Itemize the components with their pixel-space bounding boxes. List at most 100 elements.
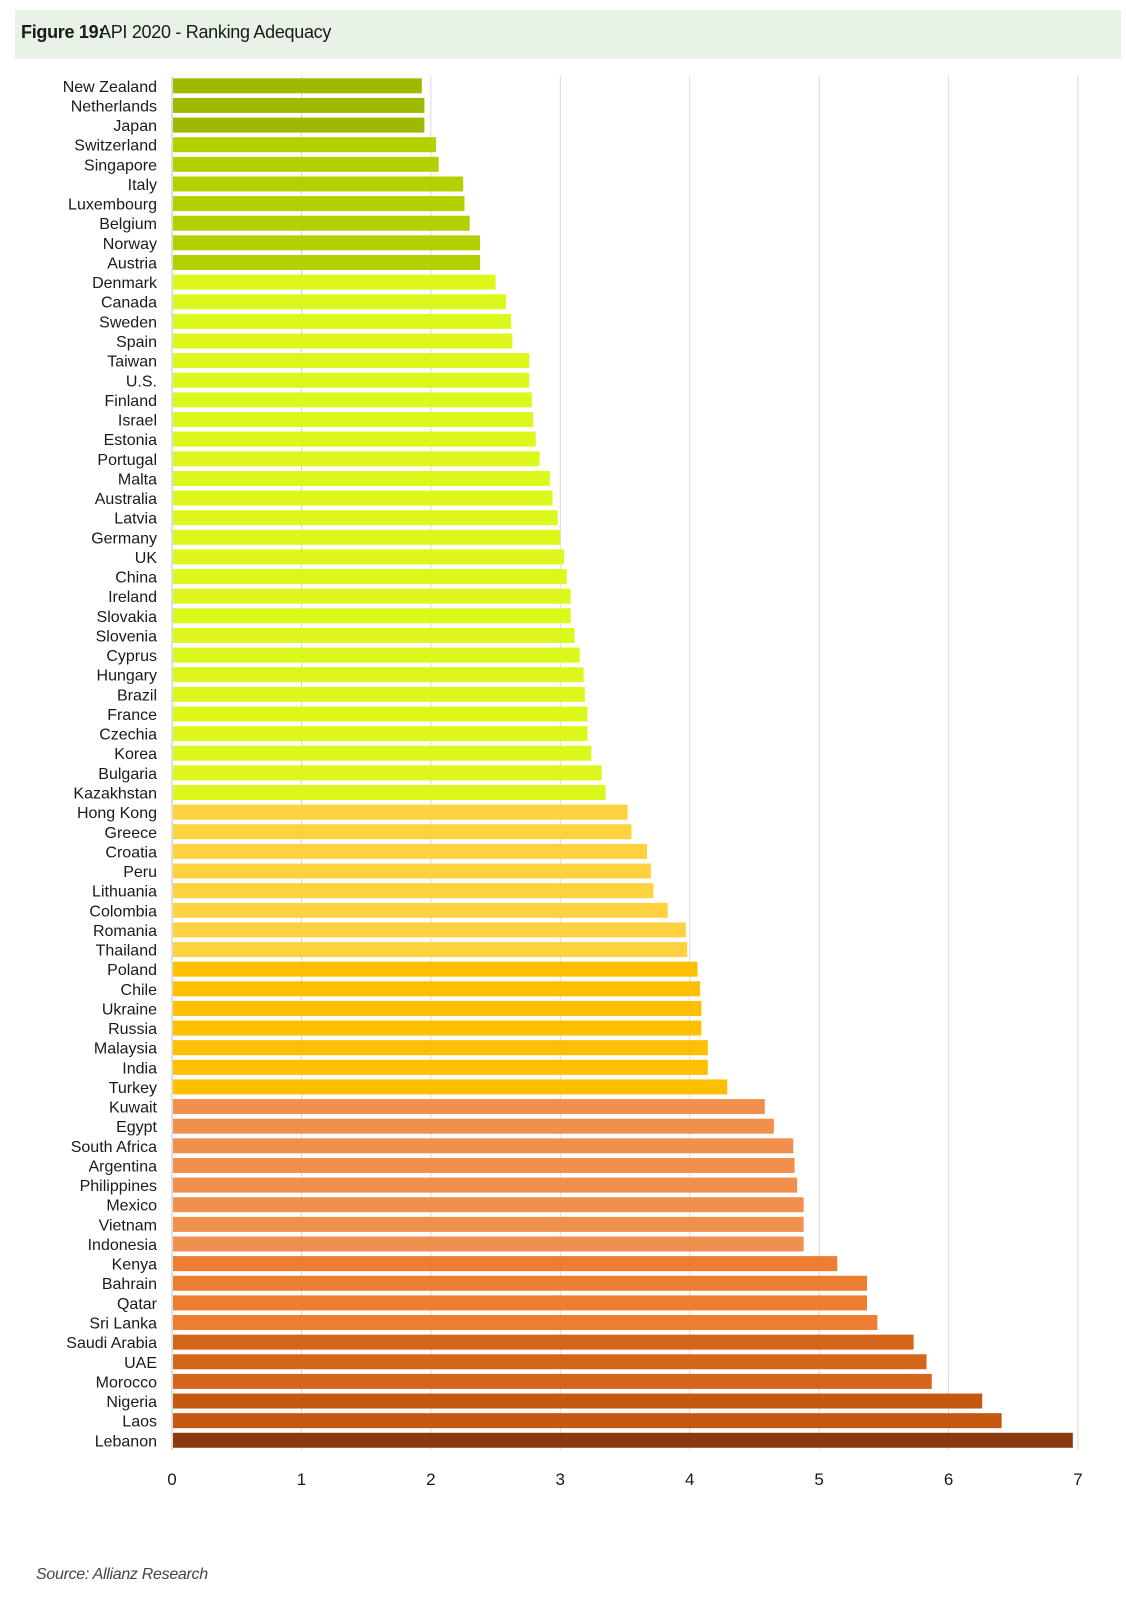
category-label: Poland <box>107 962 157 979</box>
category-label: Japan <box>113 118 157 135</box>
source-note: Source: Allianz Research <box>36 1566 208 1583</box>
category-label: Russia <box>108 1021 157 1038</box>
category-label: Bulgaria <box>98 766 157 783</box>
x-tick-label: 3 <box>556 1470 565 1489</box>
category-label: Croatia <box>105 844 157 861</box>
bar-chart: New Zealand Netherlands Japan Switzerland Si… <box>63 76 1083 1489</box>
bar-belgium <box>173 215 470 231</box>
bar-israel <box>173 412 534 428</box>
figure-label: Figure 19: <box>21 22 105 42</box>
bar-finland <box>173 392 532 408</box>
category-label: Kazakhstan <box>73 785 157 802</box>
category-label: UAE <box>124 1355 157 1372</box>
category-label: Indonesia <box>88 1237 157 1254</box>
bar-philippines <box>173 1177 798 1193</box>
bar-sweden <box>173 313 512 329</box>
bar-slovakia <box>173 608 571 624</box>
category-label: Bahrain <box>102 1276 157 1293</box>
bar-romania <box>173 922 686 938</box>
category-label: Greece <box>105 825 158 842</box>
bar-china <box>173 569 567 585</box>
bar-kazakhstan <box>173 784 606 800</box>
category-label: South Africa <box>71 1139 157 1156</box>
category-label: Slovenia <box>96 628 157 645</box>
category-label: Australia <box>95 491 157 508</box>
bar-russia <box>173 1020 702 1036</box>
x-tick-label: 0 <box>167 1470 176 1489</box>
category-label: Ireland <box>108 589 157 606</box>
category-label: Kuwait <box>109 1100 158 1117</box>
bar-bulgaria <box>173 765 602 781</box>
category-label: Hungary <box>97 668 157 685</box>
bar-austria <box>173 254 481 270</box>
category-label: Argentina <box>89 1158 158 1175</box>
bar-brazil <box>173 686 585 702</box>
bar-canada <box>173 294 506 310</box>
bar-australia <box>173 490 553 506</box>
category-label: Korea <box>114 746 157 763</box>
category-label: U.S. <box>126 373 157 390</box>
bar-egypt <box>173 1118 774 1134</box>
category-label: Israel <box>118 413 157 430</box>
bar-mexico <box>173 1197 804 1213</box>
bar-japan <box>173 117 425 133</box>
bar-nigeria <box>173 1393 983 1409</box>
figure-header: Figure 19: API 2020 - Ranking Adequacy <box>15 10 1121 59</box>
bar-poland <box>173 961 698 977</box>
category-label: Mexico <box>106 1198 157 1215</box>
bar-germany <box>173 529 561 545</box>
x-tick-label: 7 <box>1073 1470 1082 1489</box>
category-label: Singapore <box>84 157 157 174</box>
bar-bahrain <box>173 1275 868 1291</box>
category-label: Taiwan <box>107 354 157 371</box>
bar-indonesia <box>173 1236 804 1252</box>
bar-india <box>173 1059 708 1075</box>
category-label: India <box>122 1060 157 1077</box>
bar-morocco <box>173 1373 932 1389</box>
bar-denmark <box>173 274 496 290</box>
category-label: China <box>115 570 157 587</box>
bar-norway <box>173 235 481 251</box>
category-label: Nigeria <box>106 1394 157 1411</box>
category-label: Czechia <box>99 727 157 744</box>
category-label: Slovakia <box>97 609 158 626</box>
category-label: Kenya <box>112 1257 157 1274</box>
category-label: Sweden <box>99 314 157 331</box>
category-label: Denmark <box>92 275 158 292</box>
bar-czechia <box>173 726 588 742</box>
category-label: France <box>107 707 157 724</box>
bar-saudi-arabia <box>173 1334 914 1350</box>
category-label: Lithuania <box>92 884 157 901</box>
category-label: Malta <box>118 471 157 488</box>
category-label: Thailand <box>96 943 157 960</box>
x-tick-label: 5 <box>814 1470 823 1489</box>
category-label: Brazil <box>117 687 157 704</box>
bar-estonia <box>173 431 536 447</box>
bar-peru <box>173 863 651 879</box>
bar-netherlands <box>173 97 425 113</box>
category-label: Switzerland <box>74 138 157 155</box>
category-label: Qatar <box>117 1296 158 1313</box>
bar-latvia <box>173 510 558 526</box>
bar-lithuania <box>173 883 654 899</box>
bar-greece <box>173 824 632 840</box>
category-label: Turkey <box>109 1080 157 1097</box>
bar-turkey <box>173 1079 728 1095</box>
x-tick-label: 2 <box>426 1470 435 1489</box>
bar-argentina <box>173 1157 795 1173</box>
category-label: Canada <box>101 295 157 312</box>
category-label: Portugal <box>97 452 157 469</box>
bar-new-zealand <box>173 78 422 94</box>
bar-italy <box>173 176 464 192</box>
category-label: Vietnam <box>99 1217 157 1234</box>
category-label: Morocco <box>96 1374 157 1391</box>
category-label: Norway <box>103 236 157 253</box>
category-label: Austria <box>107 255 157 272</box>
bar-u-s <box>173 372 530 388</box>
bar-thailand <box>173 942 688 958</box>
category-label: New Zealand <box>63 79 157 96</box>
category-label: Lebanon <box>95 1433 157 1450</box>
bar-lebanon <box>173 1432 1073 1448</box>
bar-france <box>173 706 588 722</box>
category-label: Sri Lanka <box>89 1316 157 1333</box>
